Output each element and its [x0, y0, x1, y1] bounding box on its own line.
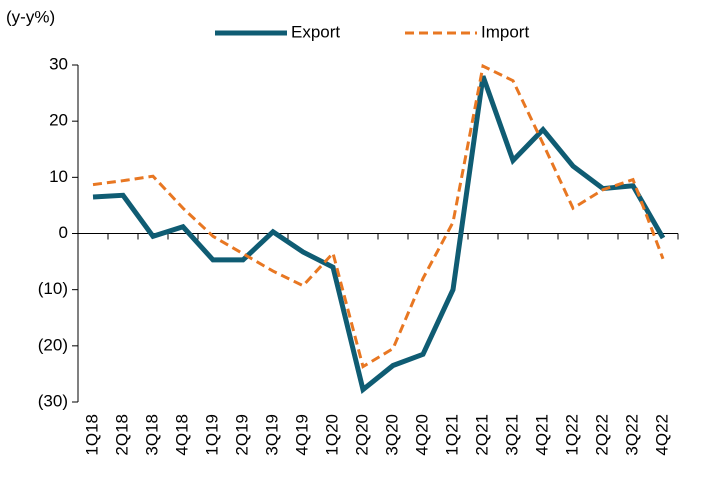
x-tick-label: 1Q21	[442, 414, 461, 456]
y-tick-label: 0	[59, 223, 68, 242]
x-tick-label: 4Q20	[412, 414, 431, 456]
y-tick-label: (30)	[38, 391, 68, 410]
x-tick-label: 4Q18	[172, 414, 191, 456]
series-line	[92, 75, 666, 395]
series-line	[92, 63, 665, 369]
x-tick-label: 4Q21	[532, 414, 551, 456]
y-tick-label: 30	[49, 54, 68, 73]
legend-label: Export	[291, 22, 340, 41]
x-tick-label: 1Q18	[82, 414, 101, 456]
x-tick-label: 3Q19	[262, 414, 281, 456]
y-axis-label: (y-y%)	[6, 7, 55, 26]
y-tick-label: 10	[49, 167, 68, 186]
y-tick-label: (10)	[38, 279, 68, 298]
x-tick-label: 2Q19	[232, 414, 251, 456]
x-tick-label: 2Q18	[112, 414, 131, 456]
x-tick-label: 3Q21	[502, 414, 521, 456]
x-tick-label: 1Q20	[322, 414, 341, 456]
x-tick-label: 3Q18	[142, 414, 161, 456]
x-tick-label: 1Q19	[202, 414, 221, 456]
legend-label: Import	[481, 22, 529, 41]
x-tick-label: 2Q22	[592, 414, 611, 456]
y-tick-label: 20	[49, 111, 68, 130]
x-tick-label: 2Q20	[352, 414, 371, 456]
x-tick-label: 4Q19	[292, 414, 311, 456]
x-tick-label: 4Q22	[652, 414, 671, 456]
x-tick-label: 3Q20	[382, 414, 401, 456]
x-tick-label: 3Q22	[622, 414, 641, 456]
y-tick-label: (20)	[38, 335, 68, 354]
x-tick-label: 1Q22	[562, 414, 581, 456]
x-tick-label: 2Q21	[472, 414, 491, 456]
